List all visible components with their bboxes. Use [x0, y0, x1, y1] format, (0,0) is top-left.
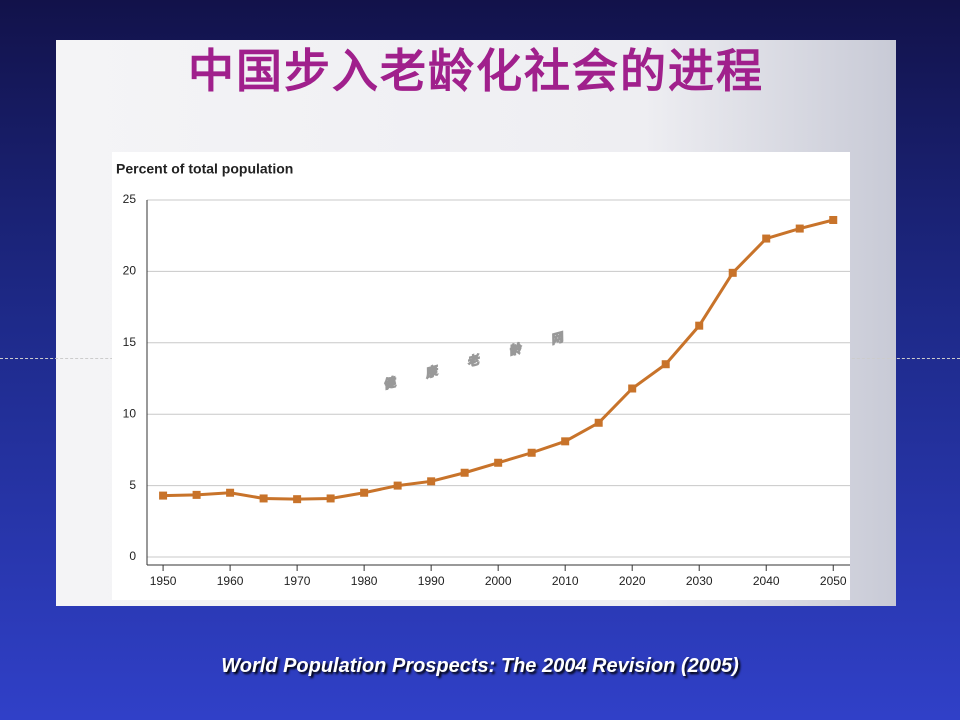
- x-tick-label: 1990: [418, 574, 445, 588]
- point: [594, 418, 603, 427]
- chart-bg: [112, 152, 850, 600]
- y-axis-label: Percent of total population: [116, 161, 293, 177]
- x-tick-label: 1970: [284, 574, 311, 588]
- point: [795, 224, 804, 233]
- point: [460, 468, 469, 477]
- point: [226, 488, 235, 497]
- x-tick-label: 2030: [686, 574, 713, 588]
- source: World Population Prospects: The 2004 Rev…: [221, 655, 739, 677]
- point: [259, 494, 268, 503]
- x-tick-label: 2000: [485, 574, 512, 588]
- point: [427, 477, 436, 486]
- x-tick-label: 1950: [150, 574, 177, 588]
- y-tick-label: 15: [123, 335, 137, 349]
- x-tick-label: 1960: [217, 574, 244, 588]
- point: [829, 215, 838, 224]
- point: [393, 481, 402, 490]
- x-tick-label: 1980: [351, 574, 378, 588]
- point: [561, 437, 570, 446]
- point: [192, 490, 201, 499]
- point: [527, 448, 536, 457]
- point: [695, 321, 704, 330]
- x-tick-label: 2010: [552, 574, 579, 588]
- y-tick-label: 10: [123, 406, 137, 420]
- y-tick-label: 25: [123, 192, 137, 206]
- y-tick-label: 5: [129, 478, 136, 492]
- point: [360, 488, 369, 497]
- point: [628, 384, 637, 393]
- point: [728, 268, 737, 277]
- y-tick-label: 0: [129, 549, 136, 563]
- y-tick-label: 20: [123, 264, 137, 278]
- point: [293, 495, 302, 504]
- x-tick-label: 2020: [619, 574, 646, 588]
- point: [661, 360, 670, 369]
- point: [326, 494, 335, 503]
- slide-title: 中国步入老龄化社会的进程: [188, 44, 764, 98]
- point: [159, 491, 168, 500]
- point: [494, 458, 503, 467]
- point: [762, 234, 771, 243]
- x-tick-label: 2040: [753, 574, 780, 588]
- x-tick-label: 2050: [820, 574, 847, 588]
